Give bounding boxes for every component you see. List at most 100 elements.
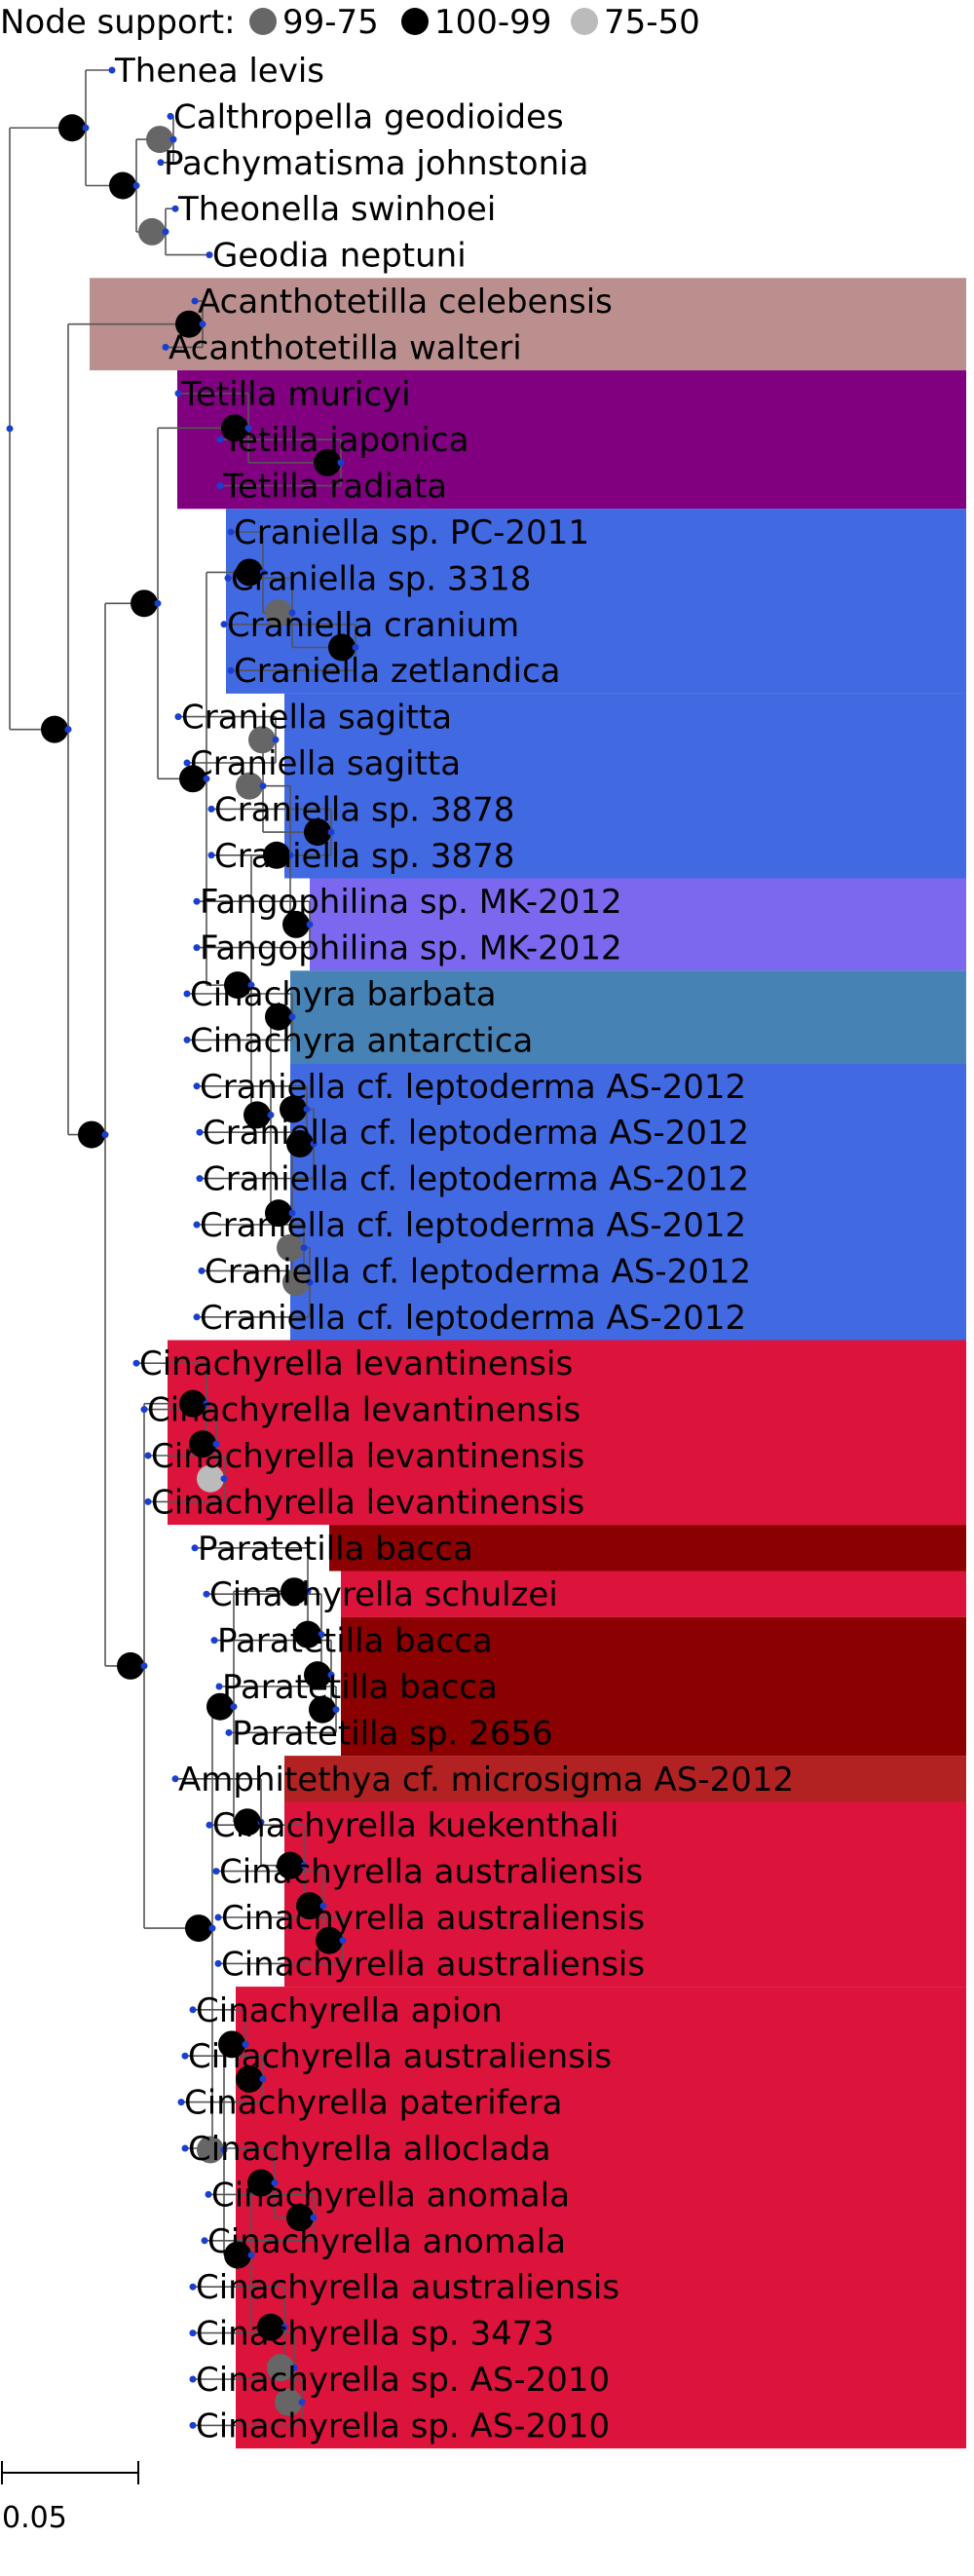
- support-marker-100-99: [189, 1430, 216, 1458]
- taxon-label: Cinachyrella paterifera: [184, 2084, 562, 2123]
- tip-dot: [189, 2330, 197, 2337]
- support-markers: [41, 114, 356, 2416]
- node-dot: [154, 599, 162, 607]
- taxon-label: Paratetilla sp. 2656: [232, 1714, 553, 1753]
- support-marker-99-75: [236, 772, 263, 800]
- taxon-label: Craniella zetlandica: [234, 652, 560, 691]
- taxon-label: Amphitethya cf. microsigma AS-2012: [178, 1761, 794, 1799]
- taxon-label: Tetilla japonica: [222, 421, 468, 460]
- clade-box-craniella: [226, 509, 966, 694]
- tip-dot: [183, 990, 191, 998]
- support-marker-100-99: [221, 414, 248, 442]
- node-dot: [319, 1902, 327, 1910]
- support-marker-100-99: [286, 1130, 314, 1158]
- tip-dot: [189, 2421, 197, 2429]
- node-dot: [310, 2214, 318, 2221]
- clade-box-paratetilla: [329, 1525, 966, 1572]
- node-dot: [339, 1937, 347, 1945]
- support-marker-99-75: [282, 1269, 310, 1297]
- support-marker-100-99: [296, 1892, 323, 1920]
- taxon-label: Cinachyrella australiensis: [196, 2268, 619, 2307]
- support-marker-100-99: [236, 2065, 263, 2093]
- taxon-label: Cinachyrella levantinensis: [139, 1345, 573, 1383]
- taxon-label: Craniella cf. leptoderma AS-2012: [203, 1114, 749, 1153]
- node-dot: [244, 424, 252, 432]
- support-marker-100-99: [179, 1389, 206, 1418]
- tip-dot: [210, 1637, 218, 1645]
- support-marker-99-75: [138, 217, 166, 246]
- node-dot: [230, 1703, 238, 1711]
- node-dot: [203, 1400, 210, 1408]
- taxon-label: Cinachyrella apion: [196, 1991, 503, 2030]
- taxon-label: Cinachyrella alloclada: [188, 2130, 551, 2169]
- taxon-label: Craniella cf. leptoderma AS-2012: [203, 1160, 749, 1199]
- scale-bar-label: 0.05: [2, 2501, 67, 2535]
- node-dots: [6, 66, 359, 2429]
- node-dot: [247, 2252, 255, 2259]
- support-marker-100-99: [236, 558, 263, 587]
- taxon-label: Paratetilla bacca: [198, 1530, 473, 1569]
- taxon-label: Cinachyrella anomala: [207, 2222, 566, 2261]
- node-dot: [288, 609, 296, 617]
- tip-dot: [206, 1821, 213, 1829]
- node-dot: [220, 2145, 228, 2153]
- clade-highlight-boxes: [90, 278, 966, 2449]
- tip-dot: [215, 1683, 223, 1690]
- tip-dot: [206, 251, 213, 259]
- tip-dot: [144, 1452, 152, 1459]
- tip-dot: [201, 2237, 208, 2245]
- tip-dot: [214, 1913, 222, 1921]
- legend: Node support: 99-75 100-99 75-50: [0, 3, 700, 42]
- support-marker-99-75: [267, 2354, 294, 2382]
- clade-box-acanthotetilla: [90, 278, 966, 371]
- legend-title: Node support:: [0, 3, 236, 42]
- support-marker-99-75: [197, 2136, 224, 2164]
- node-dot: [306, 1278, 314, 1286]
- tip-dot: [193, 1221, 201, 1229]
- tip-dot: [214, 1959, 222, 1967]
- support-marker-100-99: [257, 2313, 284, 2341]
- taxon-label: Theonella swinhoei: [177, 190, 496, 229]
- node-dot: [101, 1131, 109, 1139]
- legend-label-100-99: 100-99: [434, 3, 551, 42]
- tip-dot: [205, 2190, 212, 2198]
- support-marker-100-99: [263, 841, 290, 869]
- support-marker-100-99: [244, 1101, 271, 1129]
- clade-box-cinachyrella: [168, 1340, 966, 1526]
- taxon-label: Cinachyrella australiensis: [219, 1853, 643, 1892]
- support-marker-100-99: [304, 818, 331, 847]
- tip-dot: [181, 2052, 189, 2060]
- node-dot: [288, 1013, 296, 1021]
- node-dot: [199, 321, 206, 328]
- node-dot: [212, 1440, 220, 1448]
- tip-dot: [162, 343, 169, 351]
- support-marker-100-99: [117, 1651, 144, 1680]
- support-marker-100-99: [281, 1577, 308, 1606]
- support-marker-99-75: [265, 598, 292, 626]
- node-dot: [220, 1475, 228, 1483]
- taxon-label: Calthropella geodioides: [173, 97, 564, 136]
- node-dot: [208, 1924, 216, 1932]
- clade-box-cinachyrella: [341, 1571, 966, 1617]
- node-dot: [82, 124, 90, 132]
- tip-dot: [181, 2144, 189, 2152]
- taxon-label: Cinachyrella sp. 3473: [196, 2315, 554, 2354]
- support-marker-100-99: [286, 2204, 314, 2232]
- tip-dot: [189, 2006, 197, 2014]
- taxon-labels: Thenea levis Calthropella geodioides Pachy…: [114, 52, 794, 2445]
- node-dot: [300, 1862, 308, 1870]
- support-marker-100-99: [265, 1003, 292, 1031]
- node-dot: [259, 2075, 267, 2083]
- support-marker-100-99: [58, 114, 86, 142]
- tip-dot: [203, 1590, 210, 1598]
- node-dot: [272, 736, 280, 743]
- tip-dot: [212, 1868, 220, 1875]
- taxon-label: Cinachyra antarctica: [190, 1021, 533, 1060]
- clade-box-amphitethya: [284, 1756, 966, 1802]
- taxon-label: Acanthotetilla walteri: [169, 328, 522, 367]
- node-dot: [290, 2364, 298, 2371]
- taxon-label: Craniella sp. 3878: [214, 790, 514, 829]
- tip-dot: [140, 1406, 148, 1414]
- legend-marker-99-75: [249, 8, 277, 35]
- node-dot: [267, 1111, 275, 1118]
